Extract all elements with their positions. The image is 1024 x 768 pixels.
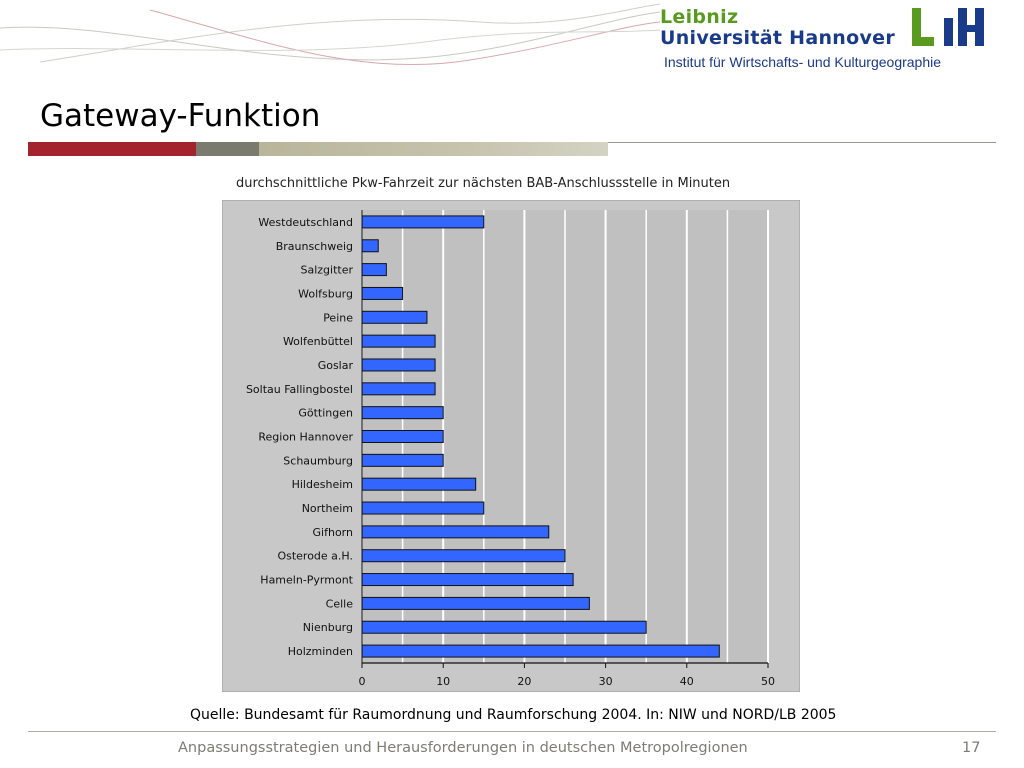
category-label: Hameln-Pyrmont <box>260 574 353 587</box>
x-tick-label: 20 <box>517 675 531 688</box>
bar <box>361 310 428 324</box>
bar <box>361 358 436 372</box>
category-label: Holzminden <box>288 645 353 658</box>
bar <box>361 334 436 348</box>
bar <box>361 525 550 539</box>
logo-institute-text: Institut für Wirtschafts- und Kulturgeog… <box>664 54 942 70</box>
decorative-swoosh-lines <box>0 3 660 66</box>
category-label: Osterode a.H. <box>277 550 353 563</box>
category-label: Northeim <box>302 502 353 515</box>
accent-bar-khaki <box>259 142 608 156</box>
bar <box>361 501 485 515</box>
footer-rule <box>28 731 996 732</box>
bar <box>361 620 647 634</box>
bar <box>361 263 387 277</box>
bar <box>361 477 477 491</box>
bar <box>361 239 379 253</box>
page-title: Gateway-Funktion <box>40 98 321 134</box>
logo-leibniz-text: Leibniz <box>660 6 739 28</box>
category-label: Peine <box>323 311 353 324</box>
category-label: Schaumburg <box>283 454 353 467</box>
bar <box>361 596 590 610</box>
chart-x-axis: 0 10 20 30 40 50 <box>359 210 775 688</box>
category-label: Region Hannover <box>258 431 353 444</box>
logo-university-text: Universität Hannover <box>660 27 896 49</box>
category-label: Soltau Fallingbostel <box>246 383 353 396</box>
category-label: Westdeutschland <box>258 216 353 229</box>
category-label: Gifhorn <box>313 526 353 539</box>
category-label: Wolfenbüttel <box>283 335 353 348</box>
chart-category-labels: Westdeutschland Braunschweig Salzgitter Wol… <box>246 216 354 658</box>
x-tick-label: 30 <box>599 675 613 688</box>
category-label: Braunschweig <box>276 240 353 253</box>
accent-bar-red <box>28 142 196 156</box>
category-label: Hildesheim <box>292 478 353 491</box>
bar <box>361 573 574 587</box>
university-logo: Leibniz Universität Hannover Institut fü… <box>656 4 1016 74</box>
category-label: Nienburg <box>303 621 353 634</box>
chart-title: durchschnittliche Pkw-Fahrzeit zur nächs… <box>236 176 731 191</box>
luh-logo-mark-icon <box>912 8 984 46</box>
page-number: 17 <box>962 740 981 756</box>
category-label: Göttingen <box>298 407 353 420</box>
category-label: Salzgitter <box>300 264 353 277</box>
category-label: Celle <box>326 597 354 610</box>
chart-bars <box>361 215 720 658</box>
source-note: Quelle: Bundesamt für Raumordnung und Ra… <box>190 707 837 723</box>
x-tick-label: 10 <box>436 675 450 688</box>
x-tick-label: 40 <box>680 675 694 688</box>
bar <box>361 549 566 563</box>
bar <box>361 644 720 658</box>
bar <box>361 286 404 300</box>
bar-chart: Westdeutschland Braunschweig Salzgitter Wol… <box>222 200 800 692</box>
category-label: Wolfsburg <box>298 287 353 300</box>
bar <box>361 453 444 467</box>
bar <box>361 215 485 229</box>
bar <box>361 382 436 396</box>
accent-bar-grey <box>196 142 259 156</box>
title-accent-bar <box>28 142 608 156</box>
bar <box>361 430 444 443</box>
x-tick-label: 50 <box>761 675 775 688</box>
bar <box>361 406 444 420</box>
category-label: Goslar <box>318 359 354 372</box>
footer-text: Anpassungsstrategien und Herausforderung… <box>178 740 748 756</box>
x-tick-label: 0 <box>359 675 366 688</box>
title-rule <box>608 142 996 143</box>
